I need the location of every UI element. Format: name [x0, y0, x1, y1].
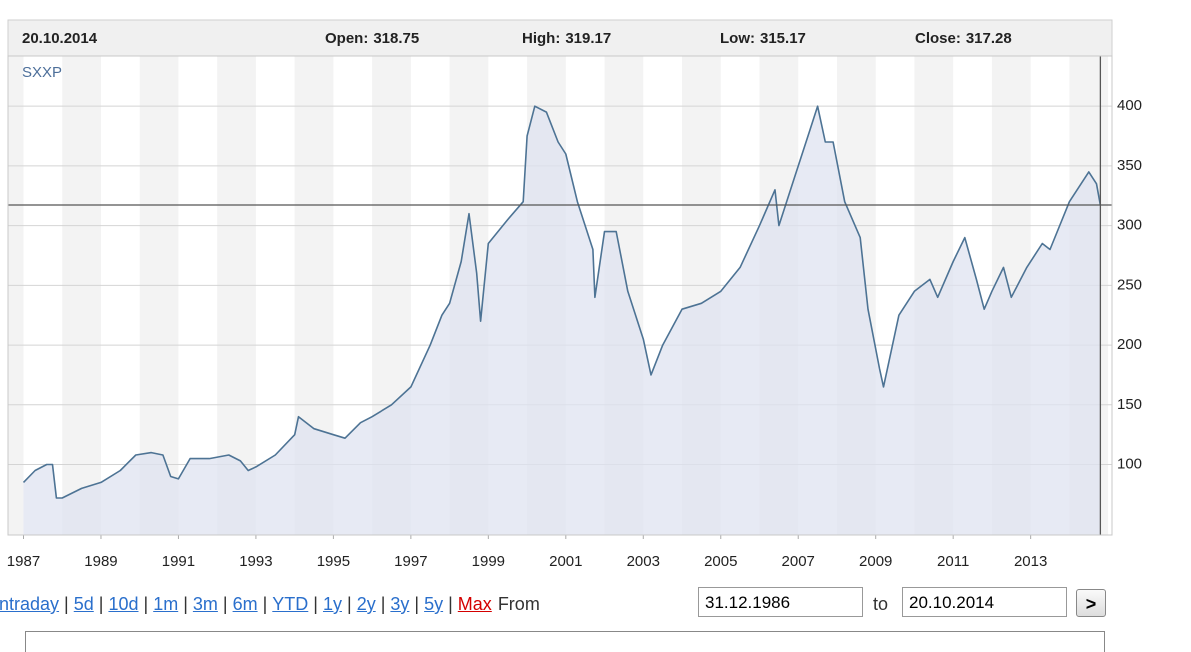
separator: |	[93, 594, 109, 614]
range-controls: Intraday | 5d | 10d | 1m | 3m | 6m | YTD…	[0, 589, 888, 619]
from-label: From	[497, 594, 540, 614]
x-tick-label: 2011	[937, 553, 969, 570]
x-tick-label: 1999	[472, 553, 505, 570]
value: 317.28	[966, 30, 1012, 47]
x-tick-label: 2013	[1014, 553, 1047, 570]
range-link[interactable]: 5d	[73, 594, 94, 614]
range-link[interactable]: 3m	[192, 594, 218, 614]
label: Open:	[325, 30, 368, 47]
x-tick-label: 2001	[549, 553, 582, 570]
x-tick-label: 2007	[782, 553, 815, 570]
header-close: Close: 317.28	[915, 30, 1012, 47]
header-low: Low: 315.17	[720, 30, 806, 47]
x-tick-label: 1997	[394, 553, 427, 570]
separator: |	[178, 594, 193, 614]
separator: |	[138, 594, 154, 614]
range-link[interactable]: 2y	[356, 594, 376, 614]
x-tick-label: 1987	[7, 553, 40, 570]
header-date: 20.10.2014	[22, 30, 98, 47]
y-tick-label: 350	[1117, 157, 1142, 174]
to-date[interactable]: 20.10.2014	[902, 587, 1067, 617]
x-tick-label: 2003	[627, 553, 660, 570]
from-date[interactable]: 31.12.1986	[698, 587, 863, 617]
series-name: SXXP	[22, 64, 62, 81]
y-tick-label: 400	[1117, 97, 1142, 114]
y-tick-label: 250	[1117, 276, 1142, 293]
to-label: to	[873, 594, 889, 614]
value: 319.17	[565, 30, 611, 47]
header-bar	[7, 19, 1113, 57]
range-link[interactable]: 1y	[322, 594, 342, 614]
range-link[interactable]: YTD	[272, 594, 309, 614]
label: Close:	[915, 30, 961, 47]
year-band	[62, 56, 101, 535]
separator: |	[375, 594, 391, 614]
separator: |	[443, 594, 458, 614]
chart: 20.10.2014 Open: 318.75 High: 319.17 Low: 3…	[7, 19, 1142, 570]
x-tick-label: 2005	[704, 553, 737, 570]
x-tick-label: 2009	[859, 553, 892, 570]
y-tick-label: 200	[1117, 336, 1142, 353]
x-tick-label: 1989	[84, 553, 117, 570]
label: High:	[522, 30, 560, 47]
y-tick-label: 150	[1117, 396, 1142, 413]
y-tick-label: 300	[1117, 217, 1142, 234]
range-link[interactable]: 10d	[108, 594, 139, 614]
separator: |	[59, 594, 74, 614]
x-tick-label: 1995	[317, 553, 350, 570]
range-link[interactable]: Max	[457, 594, 492, 614]
plot-border	[7, 55, 1113, 536]
value: 315.17	[760, 30, 806, 47]
separator: |	[308, 594, 323, 614]
area-fill	[23, 106, 1101, 535]
x-tick-label: 1991	[162, 553, 195, 570]
year-band	[8, 56, 24, 535]
range-link[interactable]: 5y	[424, 594, 444, 614]
separator: |	[257, 594, 273, 614]
range-link[interactable]: 3y	[390, 594, 410, 614]
table-border	[25, 631, 1105, 652]
range-link[interactable]: 1m	[153, 594, 179, 614]
range-link[interactable]: Intraday	[0, 594, 60, 614]
separator: |	[342, 594, 357, 614]
range-link[interactable]: 6m	[232, 594, 258, 614]
value: 318.75	[373, 30, 419, 47]
x-tick-label: 1993	[239, 553, 272, 570]
y-tick-label: 100	[1117, 455, 1142, 472]
separator: |	[217, 594, 233, 614]
price-line	[22, 105, 1102, 499]
go-button[interactable]: >	[1076, 589, 1106, 617]
label: Low:	[720, 30, 755, 47]
header-open: Open: 318.75	[325, 30, 419, 47]
separator: |	[409, 594, 425, 614]
header-high: High: 319.17	[522, 30, 611, 47]
